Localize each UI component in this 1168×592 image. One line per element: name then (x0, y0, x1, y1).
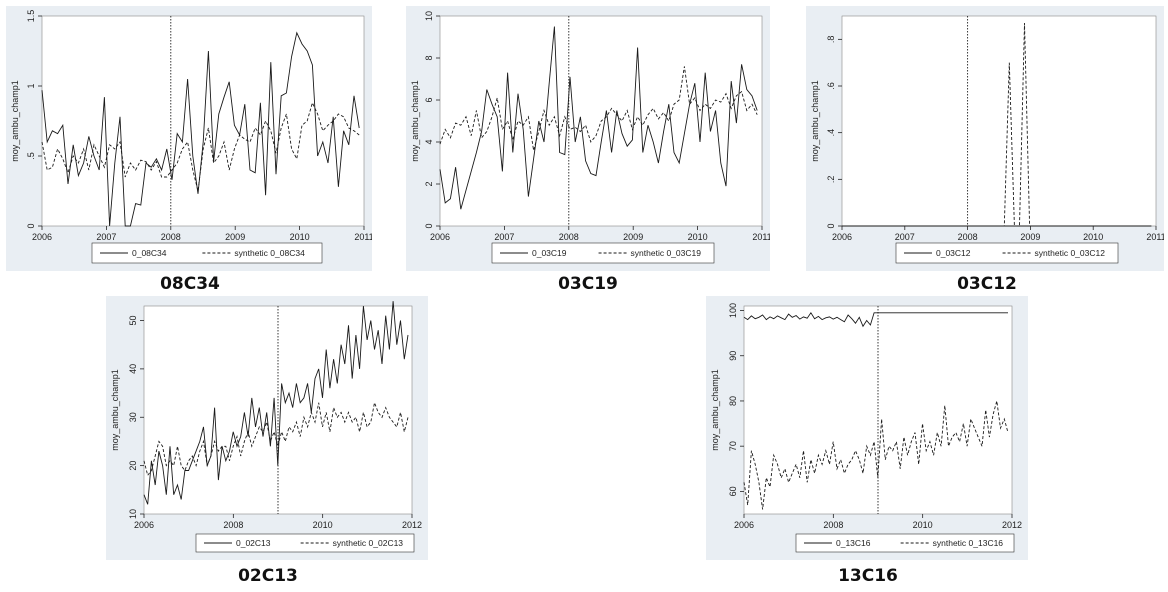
y-tick-label: 6 (424, 97, 434, 102)
chart-08C34: 0 .5 1 1.5 2006 2007 2008 2009 2010 2011 moy_ambu_… (10, 10, 372, 264)
y-axis-label: moy_ambu_champ1 (110, 369, 120, 451)
legend-label-synthetic: synthetic 0_03C12 (1035, 248, 1106, 258)
series-line-actual (143, 301, 409, 505)
caption-13C16: 13C16 (838, 566, 898, 586)
legend-label-actual: 0_03C12 (936, 248, 971, 258)
legend-label-synthetic: synthetic 0_02C13 (333, 538, 404, 548)
y-tick-label: .2 (826, 176, 836, 184)
chart-03C19: 0 2 4 6 8 10 2006 2007 2008 2009 2010 2011 moy_ambu_… (410, 11, 770, 264)
caption-03C12: 03C12 (957, 274, 1017, 294)
series-line-actual (743, 311, 1008, 328)
legend-box (795, 533, 1015, 553)
series-line-synthetic (743, 400, 1009, 510)
x-tick-label: 2010 (688, 232, 708, 242)
x-tick-label: 2009 (623, 232, 643, 242)
x-tick-label: 2008 (559, 232, 579, 242)
y-tick-label: 60 (728, 486, 738, 496)
x-tick-label: 2006 (734, 520, 754, 530)
y-tick-label: 10 (128, 509, 138, 519)
x-tick-label: 2009 (1020, 232, 1040, 242)
caption-03C19: 03C19 (558, 274, 618, 294)
y-tick-label: 1.5 (26, 10, 36, 23)
x-tick-label: 2007 (895, 232, 915, 242)
y-tick-label: 1 (26, 83, 36, 88)
x-tick-label: 2006 (430, 232, 450, 242)
plot-area (439, 15, 763, 227)
y-tick-label: 0 (826, 223, 836, 228)
legend-label-synthetic: synthetic 0_03C19 (631, 248, 702, 258)
legend-label-actual: 0_02C13 (236, 538, 271, 548)
y-tick-label: .8 (826, 36, 836, 44)
y-tick-label: 20 (128, 461, 138, 471)
y-tick-label: .4 (826, 129, 836, 137)
y-tick-label: 0 (26, 223, 36, 228)
y-tick-label: 80 (728, 396, 738, 406)
legend-label-actual: 0_13C16 (836, 538, 871, 548)
y-tick-label: 40 (128, 364, 138, 374)
y-axis-label: moy_ambu_champ1 (710, 369, 720, 451)
x-tick-label: 2011 (354, 232, 372, 242)
x-tick-label: 2009 (225, 232, 245, 242)
x-tick-label: 2006 (832, 232, 852, 242)
series-line-synthetic (439, 66, 758, 151)
chart-panel-08C34: 0 .5 1 1.5 2006 2007 2008 2009 2010 2011 moy_ambu_… (6, 6, 372, 271)
legend-label-synthetic: synthetic 0_08C34 (234, 248, 305, 258)
series-line-synthetic (41, 101, 360, 192)
chart-panel-03C19: 0 2 4 6 8 10 2006 2007 2008 2009 2010 2011 moy_ambu_… (406, 6, 770, 271)
x-tick-label: 2011 (1146, 232, 1164, 242)
chart-02C13: 10 20 30 40 50 2006 2008 2010 2012 moy_ambu_champ… (110, 301, 422, 553)
y-axis-label: moy_ambu_champ1 (410, 80, 420, 162)
x-tick-label: 2007 (96, 232, 116, 242)
y-tick-label: 10 (424, 11, 434, 21)
x-tick-label: 2008 (223, 520, 243, 530)
legend-box (491, 242, 715, 264)
chart-panel-02C13: 10 20 30 40 50 2006 2008 2010 2012 moy_ambu_champ… (106, 296, 428, 560)
x-tick-label: 2008 (161, 232, 181, 242)
x-tick-label: 2008 (823, 520, 843, 530)
x-tick-label: 2010 (290, 232, 310, 242)
plot-area (841, 15, 1157, 227)
x-tick-label: 2010 (1083, 232, 1103, 242)
x-tick-label: 2011 (752, 232, 770, 242)
y-tick-label: 8 (424, 55, 434, 60)
x-tick-label: 2010 (313, 520, 333, 530)
caption-08C34: 08C34 (160, 274, 220, 294)
legend-label-actual: 0_03C19 (532, 248, 567, 258)
chart-panel-03C12: 0 .2 .4 .6 .8 2006 2007 2008 2009 2010 2011 moy_amb… (806, 6, 1164, 271)
x-tick-label: 2010 (913, 520, 933, 530)
y-tick-label: 70 (728, 441, 738, 451)
legend-box (195, 533, 415, 553)
plot-area (41, 15, 365, 227)
series-line-actual (439, 26, 758, 210)
legend-box (91, 242, 323, 264)
series-line-synthetic (143, 401, 409, 477)
legend-box (895, 242, 1119, 264)
y-tick-label: 0 (424, 223, 434, 228)
chart-03C12: 0 .2 .4 .6 .8 2006 2007 2008 2009 2010 2011 moy_amb… (810, 15, 1164, 264)
y-tick-label: 2 (424, 181, 434, 186)
plot-area (143, 305, 413, 515)
y-tick-label: .6 (826, 82, 836, 90)
x-tick-label: 2008 (958, 232, 978, 242)
y-axis-label: moy_ambu_champ1 (10, 80, 20, 162)
y-tick-label: .5 (26, 152, 36, 160)
x-tick-label: 2012 (402, 520, 422, 530)
y-axis-label: moy_ambu_champ1 (810, 80, 820, 162)
caption-02C13: 02C13 (238, 566, 298, 586)
series-line-synthetic (842, 22, 1152, 227)
y-tick-label: 100 (728, 303, 738, 318)
y-tick-label: 50 (128, 316, 138, 326)
legend-label-synthetic: synthetic 0_13C16 (933, 538, 1004, 548)
chart-panel-13C16: 60 70 80 90 100 2006 2008 2010 2012 moy_ambu_cham… (706, 296, 1028, 560)
y-tick-label: 90 (728, 351, 738, 361)
x-tick-label: 2006 (32, 232, 52, 242)
x-tick-label: 2012 (1002, 520, 1022, 530)
chart-13C16: 60 70 80 90 100 2006 2008 2010 2012 moy_ambu_cham… (710, 303, 1022, 553)
legend-label-actual: 0_08C34 (132, 248, 167, 258)
x-tick-label: 2006 (134, 520, 154, 530)
y-tick-label: 30 (128, 412, 138, 422)
y-tick-label: 4 (424, 139, 434, 144)
x-tick-label: 2007 (494, 232, 514, 242)
